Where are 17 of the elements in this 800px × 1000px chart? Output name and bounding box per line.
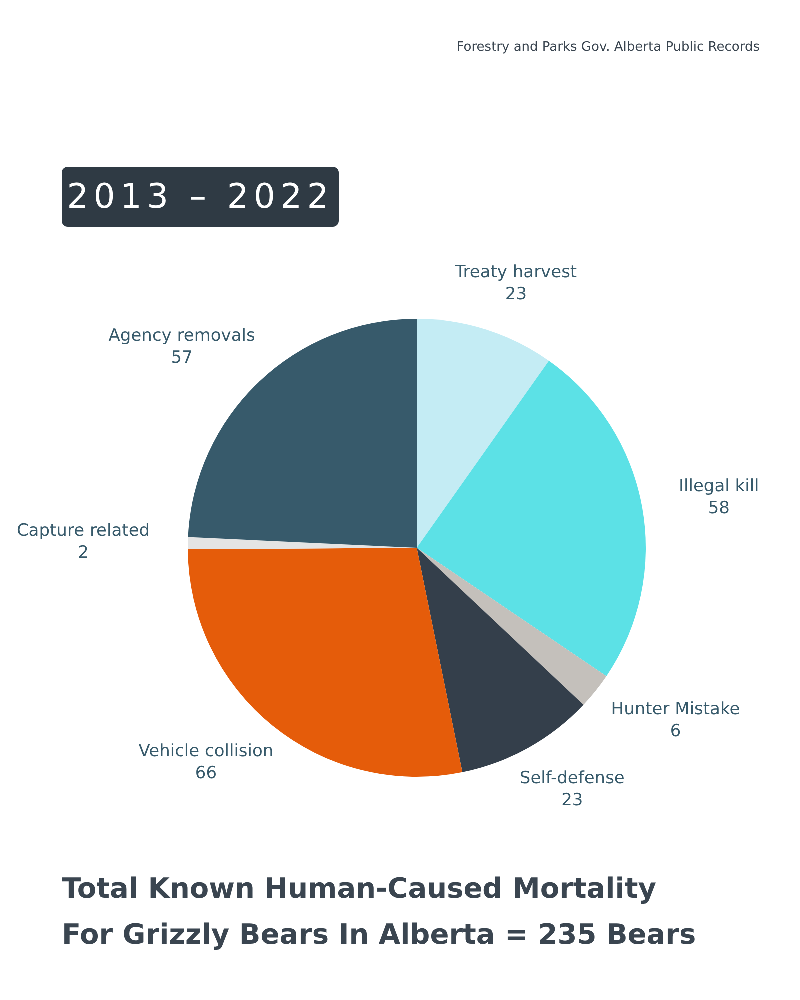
data-label: 23 — [562, 790, 584, 810]
text: Forestry and Parks Gov. Alberta Public Records — [456, 40, 760, 55]
slice-label: Treaty harvest — [454, 262, 578, 282]
text: Total Known Human-Caused Mortality For Grizzly Bears In Alberta = 235 Bears — [62, 871, 698, 953]
data-label: 66 — [195, 763, 218, 784]
slice-label: Vehicle collision — [138, 741, 274, 762]
slice-label: Capture related — [16, 520, 150, 541]
data-label: 23 — [505, 284, 528, 304]
slice-label: Hunter Mistake — [611, 700, 740, 720]
slice-label: Illegal kill — [679, 476, 760, 497]
data-label: 57 — [171, 348, 193, 368]
data-label: 2 — [78, 542, 89, 563]
slice-label: Agency removals — [108, 326, 256, 346]
slice-label: Self-defense — [520, 768, 625, 788]
data-label: 58 — [708, 498, 730, 519]
data-label: 6 — [670, 722, 682, 742]
chart-subtitle: 2013 – 2022 — [62, 167, 339, 227]
